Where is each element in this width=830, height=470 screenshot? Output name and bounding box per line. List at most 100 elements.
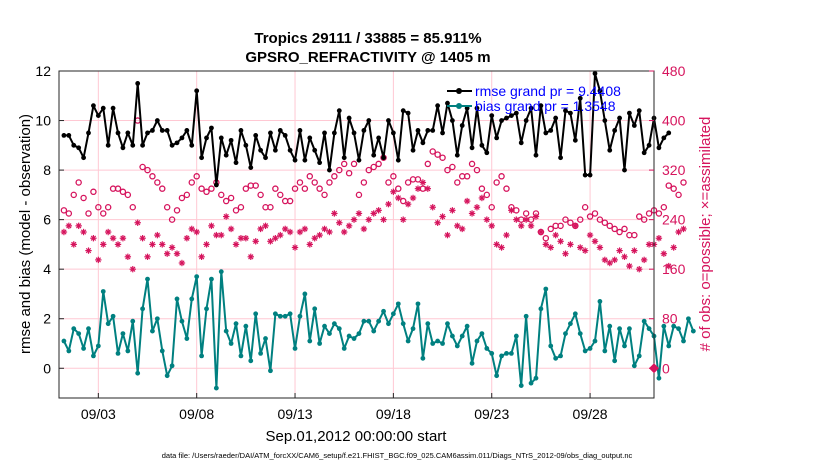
possible-obs-point	[222, 197, 230, 205]
bias-point	[71, 326, 77, 332]
possible-obs-point	[350, 160, 358, 168]
assimilated-obs-point	[95, 256, 102, 264]
possible-obs-point	[473, 166, 481, 174]
bias-point	[548, 343, 554, 349]
assimilated-obs-point	[213, 231, 220, 239]
bias-point	[233, 321, 239, 327]
assimilated-obs-point	[606, 259, 613, 267]
rmse-point	[508, 113, 514, 118]
assimilated-obs-point	[522, 216, 530, 223]
rmse-point	[81, 155, 86, 161]
bias-point	[400, 321, 406, 327]
rmse-point	[459, 123, 465, 128]
rmse-point	[435, 103, 441, 109]
bias-point	[223, 328, 229, 334]
assimilated-obs-point	[655, 235, 663, 242]
rmse-point	[312, 147, 318, 153]
rmse-point	[504, 115, 509, 121]
rmse-point	[572, 137, 578, 143]
assimilated-obs-point	[326, 228, 333, 236]
bias-point	[622, 343, 627, 349]
assimilated-obs-point	[680, 225, 687, 233]
bias-point	[627, 326, 632, 332]
rmse-point	[622, 167, 627, 173]
possible-obs-point	[449, 163, 456, 171]
assimilated-obs-point	[380, 216, 387, 223]
possible-obs-point	[611, 225, 618, 233]
assimilated-obs-point	[124, 253, 132, 260]
bias-point	[86, 326, 91, 332]
assimilated-obs-point	[537, 228, 545, 236]
left-tick-label: 4	[43, 261, 51, 277]
possible-obs-point	[631, 231, 638, 239]
bias-point	[474, 338, 480, 344]
assimilated-obs-point	[660, 250, 668, 257]
assimilated-obs-point	[527, 222, 535, 230]
rmse-point	[302, 157, 308, 163]
assimilated-obs-point	[616, 247, 623, 254]
assimilated-obs-point	[331, 210, 338, 217]
possible-obs-point	[80, 194, 87, 202]
possible-obs-point	[621, 225, 628, 233]
possible-obs-point	[203, 188, 210, 196]
possible-obs-point	[660, 203, 668, 211]
assimilated-obs-point	[473, 204, 481, 211]
possible-obs-point	[139, 163, 146, 171]
bias-point	[115, 351, 121, 356]
assimilated-obs-point	[222, 213, 230, 220]
bias-point	[459, 333, 465, 339]
bias-point	[508, 351, 514, 356]
rmse-point	[199, 155, 205, 161]
bias-point	[302, 291, 308, 297]
assimilated-obs-point	[572, 222, 579, 230]
bias-point	[238, 353, 244, 359]
bias-point	[494, 373, 500, 379]
bias-point	[577, 331, 583, 336]
bias-point	[346, 333, 352, 339]
bias-point	[81, 346, 86, 351]
rmse-point	[150, 128, 155, 133]
assimilated-obs-point	[316, 231, 323, 239]
rmse-point	[341, 155, 347, 161]
possible-obs-point	[454, 179, 461, 186]
x-tick-label: 09/13	[278, 406, 313, 422]
rmse-point	[420, 140, 426, 146]
rmse-point	[361, 128, 367, 133]
assimilated-obs-point	[306, 241, 313, 248]
bias-point	[125, 348, 131, 354]
assimilated-obs-point	[149, 241, 156, 248]
possible-obs-point	[291, 185, 299, 192]
rmse-point	[449, 118, 455, 123]
bias-point	[272, 311, 278, 317]
bias-point	[671, 323, 677, 329]
assimilated-obs-point	[129, 265, 136, 273]
bias-point	[154, 316, 160, 322]
rmse-point	[179, 135, 185, 141]
bias-point	[607, 323, 613, 329]
assimilated-obs-point	[581, 247, 589, 254]
assimilated-obs-point	[577, 244, 584, 251]
rmse-point	[331, 130, 337, 136]
possible-obs-point	[360, 179, 368, 186]
bias-point	[479, 331, 485, 336]
bias-point	[366, 318, 372, 324]
assimilated-obs-point	[227, 225, 235, 233]
bias-point	[174, 296, 180, 302]
bias-point	[135, 370, 141, 376]
possible-obs-point	[119, 188, 127, 196]
rmse-point	[641, 150, 647, 156]
bias-point	[454, 343, 460, 349]
bias-point	[228, 341, 234, 346]
bias-point	[179, 318, 185, 324]
possible-obs-point	[370, 163, 377, 171]
possible-obs-point	[557, 222, 564, 230]
assimilated-obs-point	[390, 188, 397, 195]
possible-obs-point	[547, 225, 554, 233]
rmse-point	[612, 128, 618, 133]
rmse-point	[76, 145, 82, 151]
bias-point	[322, 323, 327, 329]
bias-point	[676, 326, 681, 332]
bias-point	[636, 353, 642, 359]
bias-point	[681, 338, 686, 344]
bias-point	[218, 269, 224, 275]
